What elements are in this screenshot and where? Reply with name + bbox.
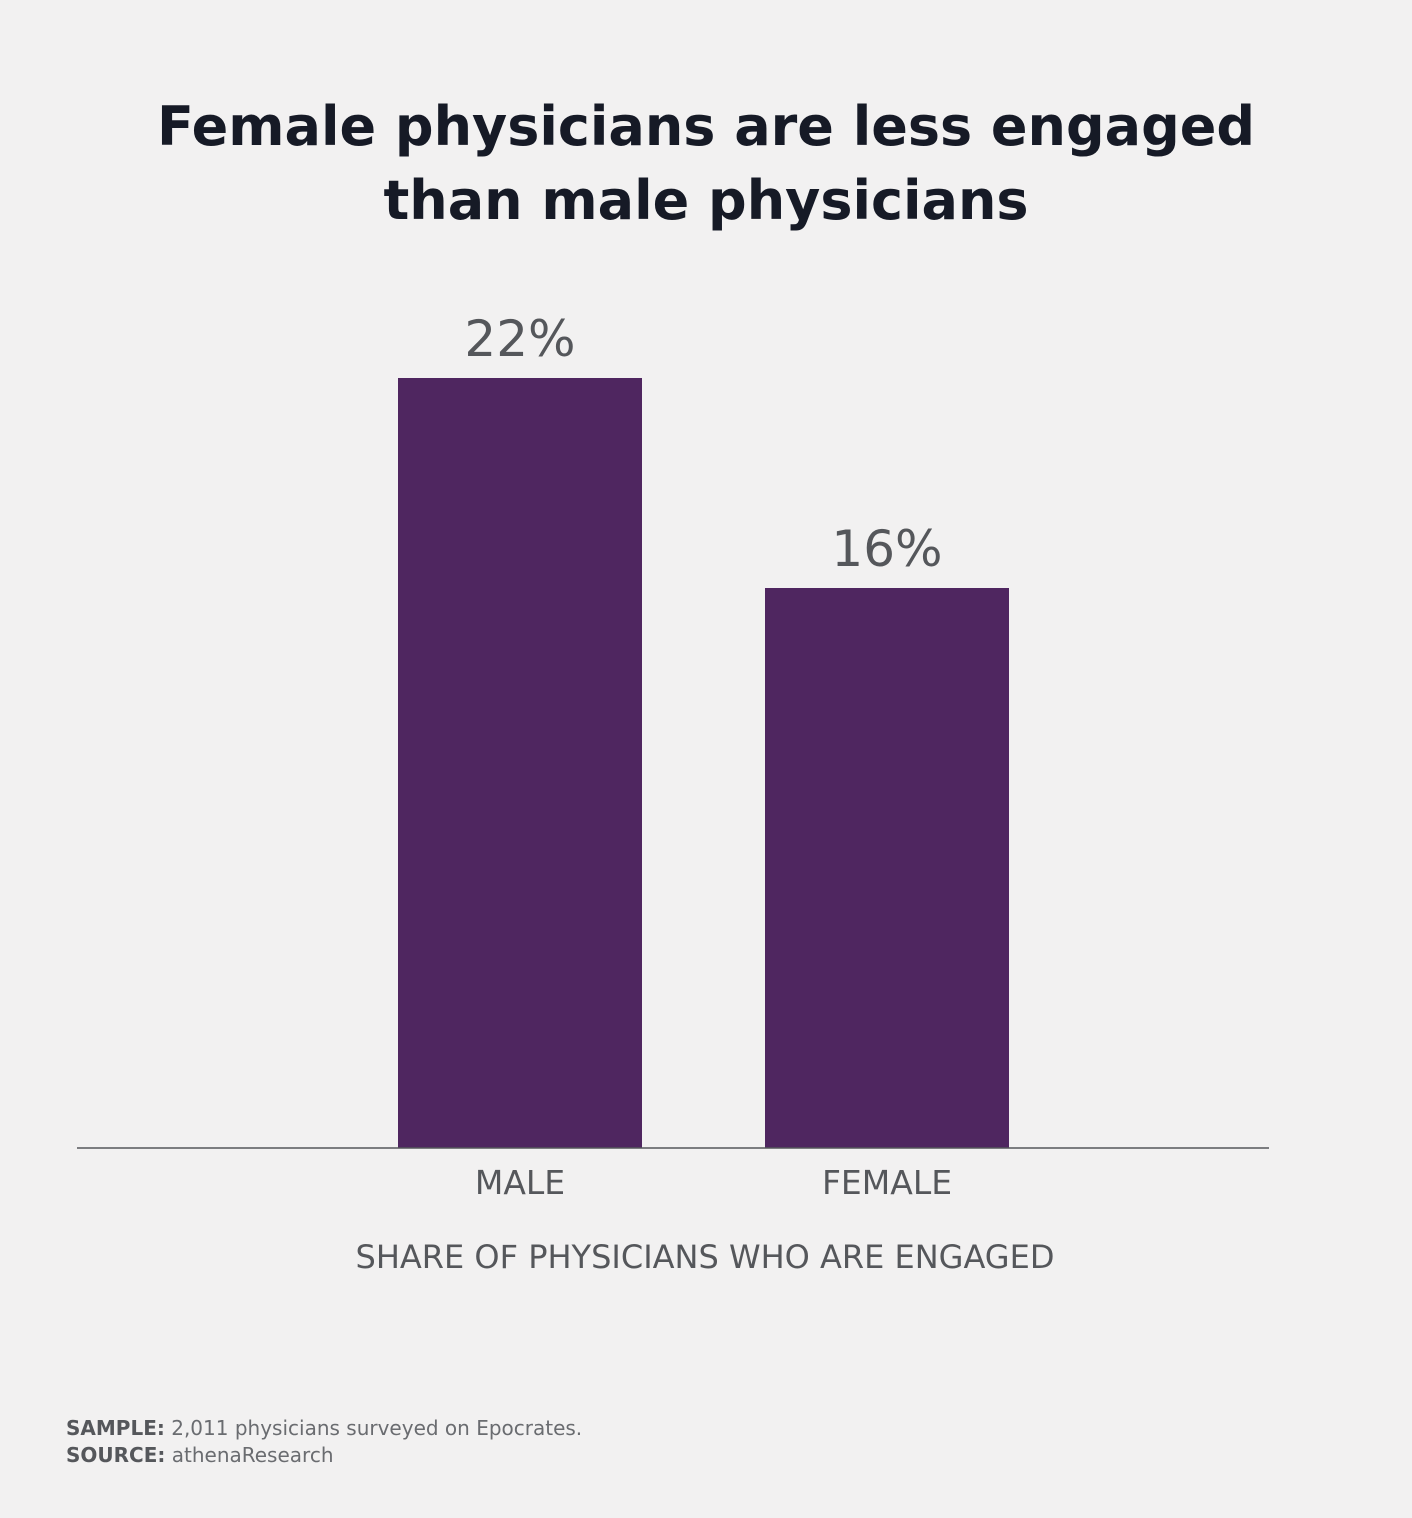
- source-key: SOURCE:: [66, 1443, 166, 1467]
- bars-group: 22% MALE 16% FEMALE: [398, 310, 1009, 1202]
- bar-male: [398, 378, 642, 1148]
- footnotes: SAMPLE: 2,011 physicians surveyed on Epo…: [66, 1415, 582, 1469]
- value-label-male: 22%: [464, 310, 575, 368]
- category-label-male: MALE: [475, 1163, 565, 1202]
- sample-note: SAMPLE: 2,011 physicians surveyed on Epo…: [66, 1415, 582, 1442]
- category-label-female: FEMALE: [822, 1163, 952, 1202]
- chart-title: Female physicians are less engaged than …: [0, 90, 1412, 238]
- chart-title-line-1: Female physicians are less engaged: [156, 95, 1256, 158]
- sample-key: SAMPLE:: [66, 1416, 165, 1440]
- source-note: SOURCE: athenaResearch: [66, 1442, 582, 1469]
- chart-title-line-2: than male physicians: [383, 169, 1029, 232]
- bar-female: [765, 588, 1009, 1148]
- sample-text: 2,011 physicians surveyed on Epocrates.: [164, 1416, 583, 1440]
- x-axis-label: SHARE OF PHYSICIANS WHO ARE ENGAGED: [356, 1238, 1055, 1276]
- source-text: athenaResearch: [165, 1443, 334, 1467]
- value-label-female: 16%: [831, 520, 942, 578]
